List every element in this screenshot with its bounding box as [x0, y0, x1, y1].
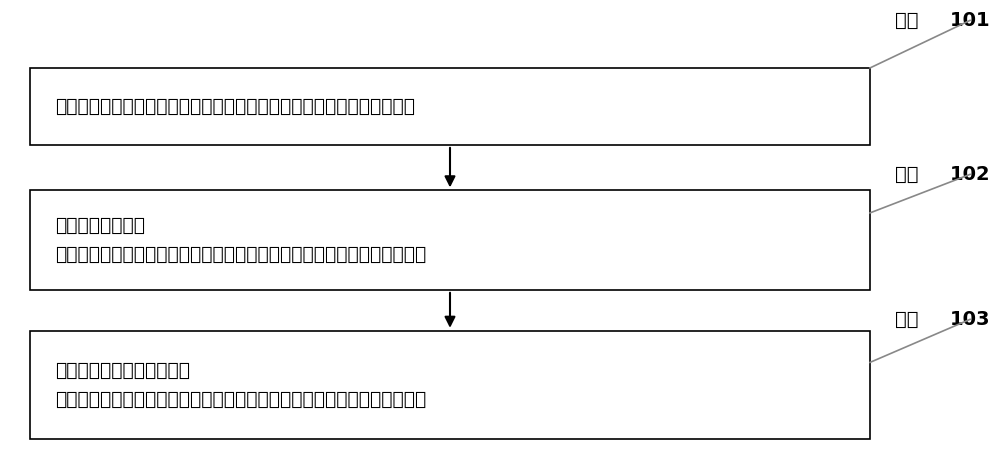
Text: 101: 101 — [950, 11, 991, 30]
Bar — [30, 331, 870, 439]
Text: 102: 102 — [950, 165, 991, 184]
Text: 根据待测变压器的特征量之间的特征成分关联性分析矩阵确定表征待测变压: 根据待测变压器的特征量之间的特征成分关联性分析矩阵确定表征待测变压 — [55, 390, 426, 409]
Text: 器的健康状态的关键特征量: 器的健康状态的关键特征量 — [55, 361, 190, 380]
Text: 根据待测变压器的特征量归一化矩阵确定待测变压器的特征成分分析矩阵: 根据待测变压器的特征量归一化矩阵确定待测变压器的特征成分分析矩阵 — [55, 97, 415, 116]
Bar — [30, 68, 870, 145]
Text: 分关联性分析矩阵: 分关联性分析矩阵 — [55, 216, 145, 235]
Text: 根据待测变压器的特征成分分析矩阵确定待测变压器的特征量之间的特征成: 根据待测变压器的特征成分分析矩阵确定待测变压器的特征量之间的特征成 — [55, 246, 426, 264]
Text: 步骤: 步骤 — [895, 11, 918, 30]
Bar — [30, 190, 870, 290]
Text: 103: 103 — [950, 310, 991, 329]
Text: 步骤: 步骤 — [895, 310, 918, 329]
Text: 步骤: 步骤 — [895, 165, 918, 184]
